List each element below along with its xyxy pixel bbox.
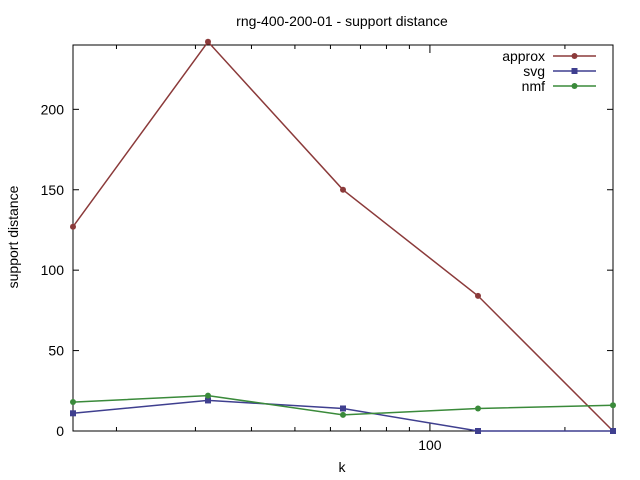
legend-marker-nmf [571,83,578,89]
x-axis-label: k [339,459,347,475]
series-svg [70,397,616,434]
legend-marker-svg [571,68,578,74]
y-tick-label: 0 [56,423,64,439]
y-tick-label: 50 [48,343,64,359]
y-tick-label: 200 [41,101,65,117]
data-point-nmf [205,392,211,399]
series-nmf [70,392,616,418]
data-point-svg [70,410,76,417]
chart-title: rng-400-200-01 - support distance [236,13,448,29]
legend-label-nmf: nmf [522,78,545,94]
data-point-svg [205,397,211,404]
legend-label-svg: svg [523,63,545,79]
data-point-nmf [70,399,76,406]
data-point-nmf [610,402,616,409]
y-tick-label: 100 [41,262,65,278]
y-axis: 0 50 100 150 200 [41,101,613,439]
y-tick-label: 150 [41,182,65,198]
data-point-svg [610,428,616,434]
legend-marker-approx [571,53,578,59]
series-approx [70,38,616,434]
legend-label-approx: approx [502,48,545,64]
plot-border [72,44,614,432]
x-tick-label: 100 [418,437,442,453]
data-point-approx [70,223,76,230]
data-point-svg [340,405,346,412]
y-axis-label: support distance [5,185,21,288]
data-point-approx [475,292,481,299]
data-point-approx [340,186,346,193]
series-layer [70,38,616,434]
data-point-approx [205,38,211,45]
series-line-approx [72,40,614,432]
data-point-svg [475,428,481,434]
x-axis: 100 [115,45,566,453]
data-point-nmf [475,405,481,412]
plot-frame [72,44,614,432]
data-point-nmf [340,411,346,418]
